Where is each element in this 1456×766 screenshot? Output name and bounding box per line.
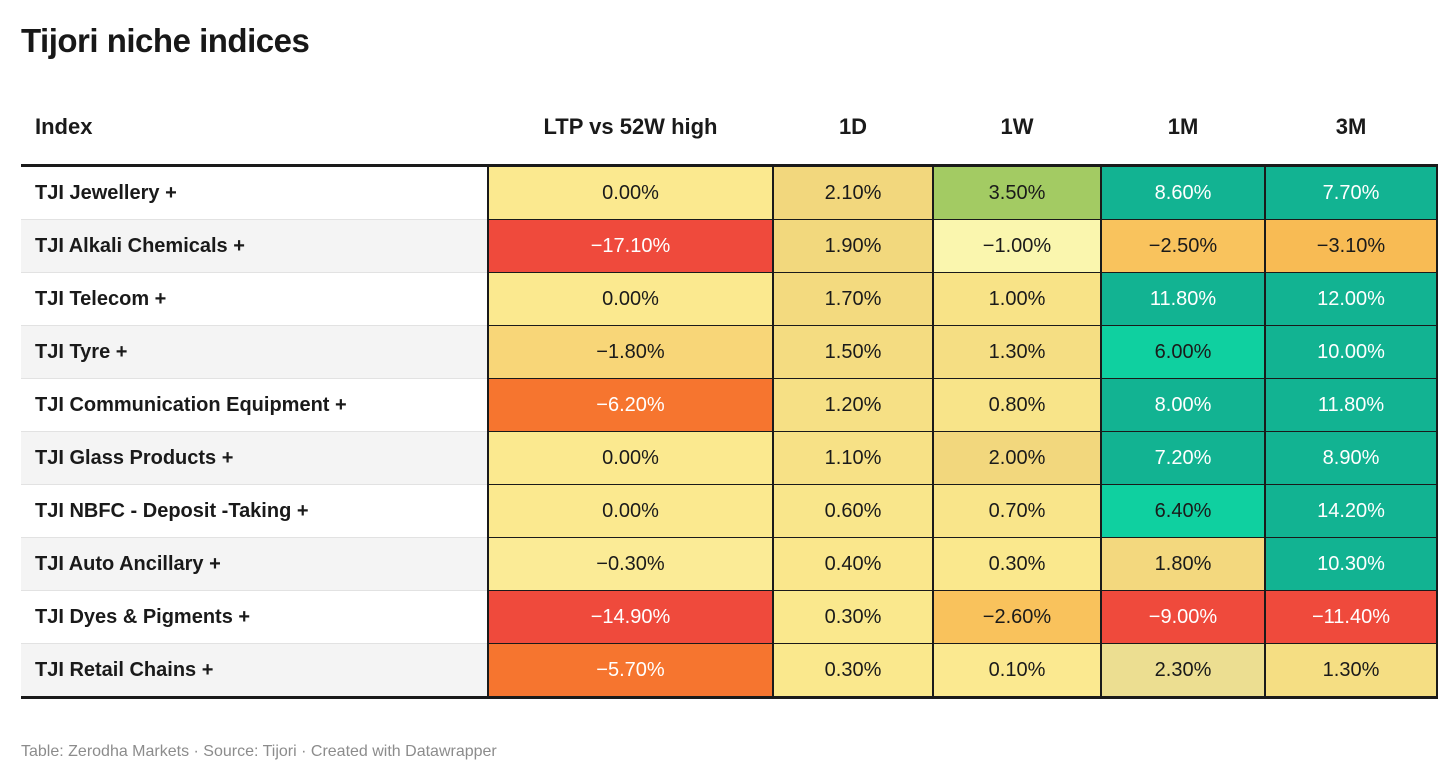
value-cell: 7.70%	[1264, 165, 1438, 220]
table-header-row: Index LTP vs 52W high 1D 1W 1M 3M	[21, 114, 1437, 167]
attribution-footer: Table: Zerodha Markets · Source: Tijori …	[21, 743, 497, 760]
value-cell: −9.00%	[1100, 590, 1266, 644]
index-name-cell[interactable]: TJI Telecom +	[21, 272, 488, 326]
value-cell: −3.10%	[1264, 219, 1438, 273]
value-cell: 3.50%	[932, 165, 1102, 220]
value-cell: 1.50%	[772, 325, 934, 379]
value-cell: 1.90%	[772, 219, 934, 273]
value-cell: −1.00%	[932, 219, 1102, 273]
value-cell: −11.40%	[1264, 590, 1438, 644]
table-row: TJI Telecom +0.00% 1.70% 1.00% 11.80% 12.00%	[21, 272, 1438, 326]
value-cell: 0.60%	[772, 484, 934, 538]
indices-table: Index LTP vs 52W high 1D 1W 1M 3M TJI Jewelle…	[21, 114, 1438, 699]
table-row: TJI Dyes & Pigments + −14.90% 0.30% −2.60% −…	[21, 590, 1438, 644]
value-cell: 2.00%	[932, 431, 1102, 485]
value-cell: 10.30%	[1264, 537, 1438, 591]
table-row: TJI NBFC - Deposit -Taking +0.00% 0.60% 0.…	[21, 484, 1438, 538]
value-cell: 0.00%	[487, 431, 774, 485]
column-header-1w: 1W	[933, 114, 1101, 167]
value-cell: −6.20%	[487, 378, 774, 432]
value-cell: 0.10%	[932, 643, 1102, 699]
value-cell: −2.60%	[932, 590, 1102, 644]
value-cell: 7.20%	[1100, 431, 1266, 485]
value-cell: 1.10%	[772, 431, 934, 485]
index-name-cell[interactable]: TJI Tyre +	[21, 325, 488, 379]
table-body: TJI Jewellery +0.00% 2.10% 3.50% 8.60% 7.70%…	[21, 165, 1438, 699]
value-cell: 10.00%	[1264, 325, 1438, 379]
index-name-cell[interactable]: TJI Retail Chains +	[21, 643, 488, 699]
value-cell: −2.50%	[1100, 219, 1266, 273]
column-header-3m: 3M	[1265, 114, 1437, 167]
value-cell: 14.20%	[1264, 484, 1438, 538]
index-name-cell[interactable]: TJI NBFC - Deposit -Taking +	[21, 484, 488, 538]
table-row: TJI Tyre + −1.80% 1.50% 1.30% 6.00% 10.00%	[21, 325, 1438, 379]
value-cell: 1.30%	[1264, 643, 1438, 699]
column-header-index: Index	[21, 114, 488, 167]
value-cell: −17.10%	[487, 219, 774, 273]
value-cell: 0.70%	[932, 484, 1102, 538]
index-name-cell[interactable]: TJI Auto Ancillary +	[21, 537, 488, 591]
value-cell: 2.10%	[772, 165, 934, 220]
value-cell: 1.00%	[932, 272, 1102, 326]
value-cell: 0.80%	[932, 378, 1102, 432]
value-cell: 11.80%	[1264, 378, 1438, 432]
value-cell: 1.70%	[772, 272, 934, 326]
value-cell: −5.70%	[487, 643, 774, 699]
value-cell: 0.30%	[932, 537, 1102, 591]
index-name-cell[interactable]: TJI Glass Products +	[21, 431, 488, 485]
value-cell: 1.20%	[772, 378, 934, 432]
value-cell: 6.40%	[1100, 484, 1266, 538]
column-header-ltp-vs-52w-high: LTP vs 52W high	[488, 114, 773, 167]
table-row: TJI Retail Chains + −5.70% 0.30% 0.10% 2.30%…	[21, 643, 1438, 699]
value-cell: 6.00%	[1100, 325, 1266, 379]
value-cell: 0.40%	[772, 537, 934, 591]
value-cell: 0.00%	[487, 165, 774, 220]
value-cell: 0.30%	[772, 590, 934, 644]
value-cell: 8.00%	[1100, 378, 1266, 432]
index-name-cell[interactable]: TJI Jewellery +	[21, 165, 488, 220]
value-cell: −1.80%	[487, 325, 774, 379]
value-cell: 12.00%	[1264, 272, 1438, 326]
value-cell: 0.00%	[487, 484, 774, 538]
table-row: TJI Glass Products +0.00% 1.10% 2.00% 7.20%…	[21, 431, 1438, 485]
value-cell: −0.30%	[487, 537, 774, 591]
index-name-cell[interactable]: TJI Dyes & Pigments +	[21, 590, 488, 644]
value-cell: 11.80%	[1100, 272, 1266, 326]
index-name-cell[interactable]: TJI Alkali Chemicals +	[21, 219, 488, 273]
value-cell: 2.30%	[1100, 643, 1266, 699]
index-name-cell[interactable]: TJI Communication Equipment +	[21, 378, 488, 432]
value-cell: −14.90%	[487, 590, 774, 644]
table-row: TJI Communication Equipment + −6.20% 1.20%…	[21, 378, 1438, 432]
column-header-1d: 1D	[773, 114, 933, 167]
value-cell: 8.60%	[1100, 165, 1266, 220]
page-title: Tijori niche indices	[21, 22, 310, 59]
table-row: TJI Alkali Chemicals + −17.10% 1.90% −1.00%…	[21, 219, 1438, 273]
value-cell: 0.00%	[487, 272, 774, 326]
value-cell: 8.90%	[1264, 431, 1438, 485]
value-cell: 0.30%	[772, 643, 934, 699]
value-cell: 1.80%	[1100, 537, 1266, 591]
table-row: TJI Jewellery +0.00% 2.10% 3.50% 8.60% 7.70%	[21, 165, 1438, 220]
value-cell: 1.30%	[932, 325, 1102, 379]
column-header-1m: 1M	[1101, 114, 1265, 167]
table-row: TJI Auto Ancillary + −0.30% 0.40% 0.30% 1.80…	[21, 537, 1438, 591]
